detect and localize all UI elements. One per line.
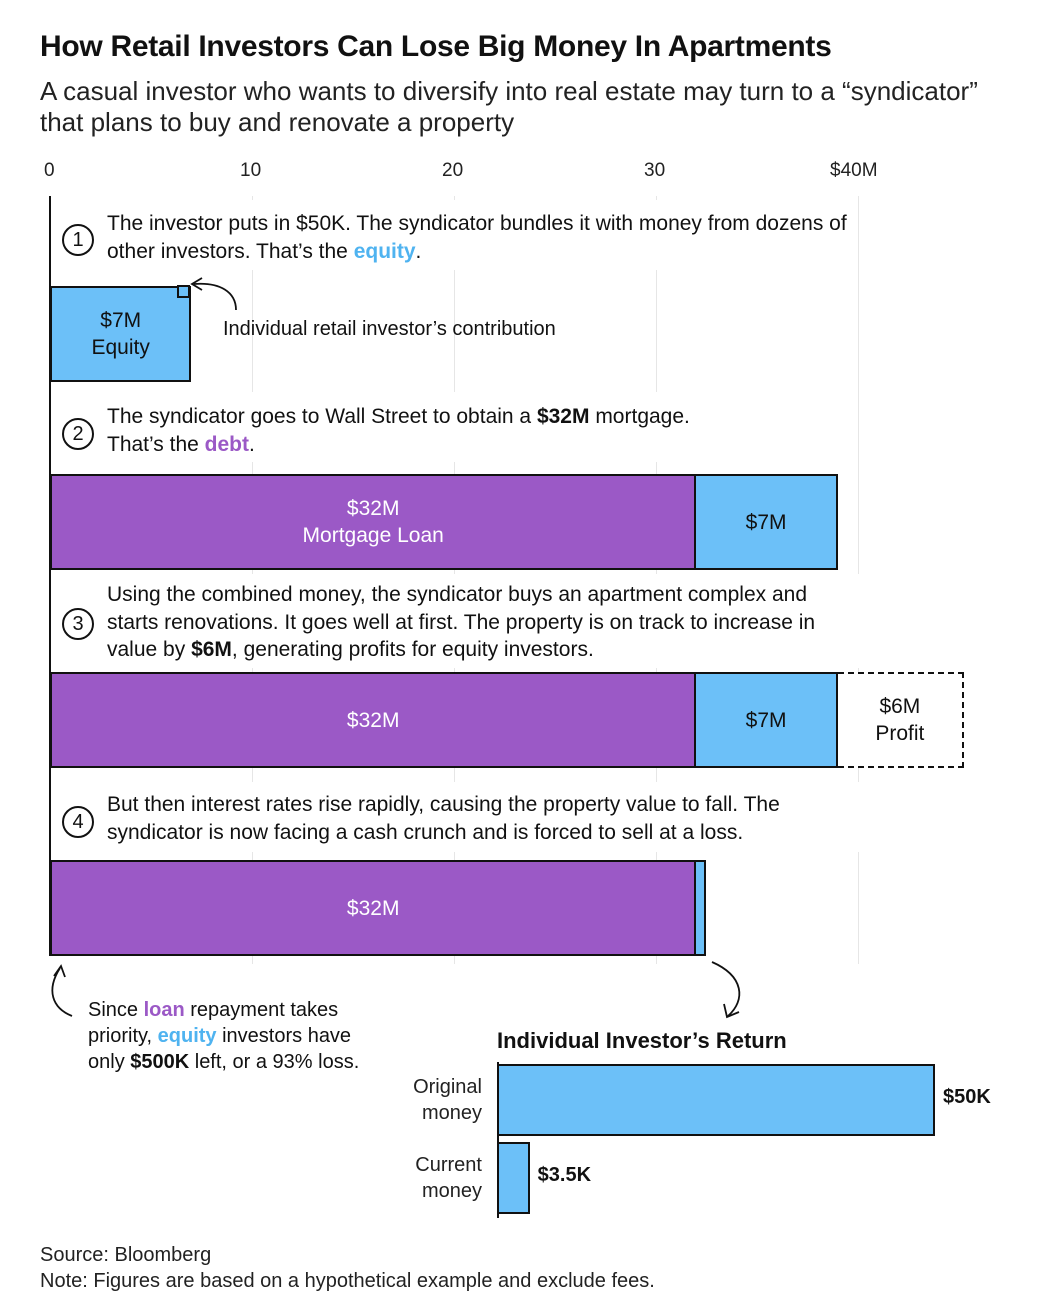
arrow-return-icon	[711, 961, 741, 1017]
bar-mortgage-loan-step-2: $32M Mortgage Loan	[50, 474, 697, 570]
individual-return-title: Individual Investor’s Return	[497, 1028, 787, 1053]
step-3-number: 3	[62, 608, 94, 640]
step-1-number: 1	[62, 224, 94, 256]
step-4-number: 4	[62, 806, 94, 838]
tick-label: 30	[644, 160, 666, 181]
bar-equity-step-4	[694, 860, 707, 956]
y-axis-line	[49, 196, 51, 956]
step-3-bg	[51, 574, 871, 668]
tick-label: 10	[240, 160, 262, 181]
bar-equity-step-2: $7M	[694, 474, 838, 570]
step-4-bg	[51, 782, 881, 852]
arrow-contribution-icon	[193, 282, 237, 311]
bar-profit-step-3: $6M Profit	[837, 672, 964, 768]
step-4-text: But then interest rates rise rapidly, ca…	[107, 793, 780, 844]
individual-return-label-current: Current money	[415, 1154, 482, 1202]
step-1-text: The investor puts in $50K. The syndicato…	[107, 212, 847, 263]
chart-subtitle: A casual investor who wants to diversify…	[40, 76, 978, 137]
step-2-bg	[51, 392, 791, 462]
step-3-text: Using the combined money, the syndicator…	[107, 583, 816, 661]
bar-current-money	[497, 1142, 530, 1214]
arrow-return-head-icon	[723, 1003, 740, 1019]
chart-title: How Retail Investors Can Lose Big Money …	[40, 30, 832, 63]
step-1-bg	[51, 200, 851, 270]
tick-label: 20	[442, 160, 464, 181]
arrow-loss-head-icon	[53, 964, 66, 978]
source-note: Source: Bloomberg	[40, 1244, 212, 1266]
footnote: Note: Figures are based on a hypothetica…	[40, 1270, 655, 1292]
bar-debt-step-4: $32M	[50, 860, 697, 956]
bar-original-money	[497, 1064, 935, 1136]
value-label-current-money: $3.5K	[537, 1164, 592, 1186]
bar-debt-step-3: $32M	[50, 672, 697, 768]
bar-equity-step-3: $7M	[694, 672, 838, 768]
tick-label: $40M	[830, 160, 878, 181]
arrow-contribution-head-icon	[190, 277, 203, 291]
individual-return-axis	[497, 1062, 499, 1218]
individual-return-label-original: Original money	[413, 1076, 482, 1124]
value-label-original-money: $50K	[943, 1086, 991, 1108]
loss-annotation: Since loan repayment takes priority, equ…	[88, 999, 360, 1073]
step-2-text: The syndicator goes to Wall Street to ob…	[107, 405, 690, 456]
step-2-number: 2	[62, 418, 94, 450]
contribution-annotation: Individual retail investor’s contributio…	[223, 318, 556, 340]
tick-label: 0	[44, 160, 55, 181]
bar-equity-step-1: $7M Equity	[50, 286, 192, 382]
arrow-loss-icon	[51, 967, 73, 1017]
investor-contribution-marker	[177, 285, 190, 298]
